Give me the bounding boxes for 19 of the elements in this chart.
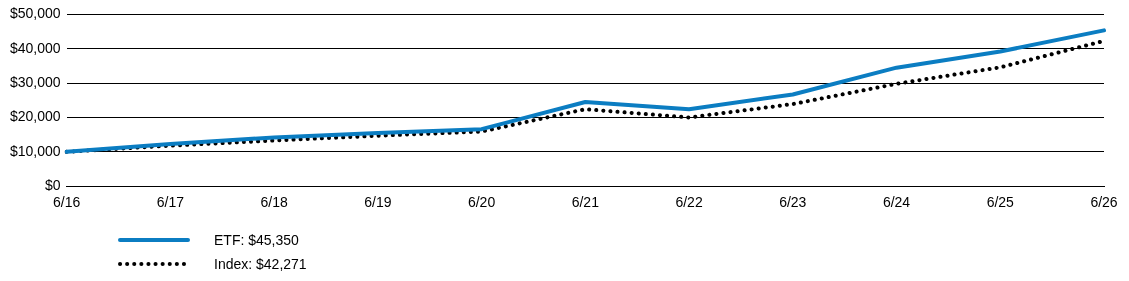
- y-tick-label: $50,000: [10, 5, 61, 22]
- y-tick-label: $20,000: [10, 108, 61, 125]
- x-tick-label: 6/20: [467, 194, 496, 211]
- x-tick-label: 6/19: [364, 194, 392, 211]
- x-tick-label: 6/22: [675, 194, 703, 211]
- x-tick-label: 6/26: [1090, 194, 1118, 211]
- legend-label: Index: $42,271: [214, 256, 307, 272]
- y-tick-label: $10,000: [10, 142, 61, 159]
- legend-label: ETF: $45,350: [214, 232, 299, 248]
- x-tick-label: 6/18: [260, 194, 288, 211]
- x-tick-label: 6/24: [882, 194, 911, 211]
- y-tick-label: $30,000: [10, 73, 61, 90]
- x-tick-label: 6/21: [571, 194, 600, 211]
- y-tick-label: $40,000: [10, 39, 61, 56]
- x-tick-label: 6/17: [156, 194, 185, 211]
- y-tick-label: $0: [45, 177, 61, 194]
- x-tick-label: 6/25: [986, 194, 1015, 211]
- x-tick-label: 6/16: [52, 194, 81, 211]
- x-tick-label: 6/23: [779, 194, 807, 211]
